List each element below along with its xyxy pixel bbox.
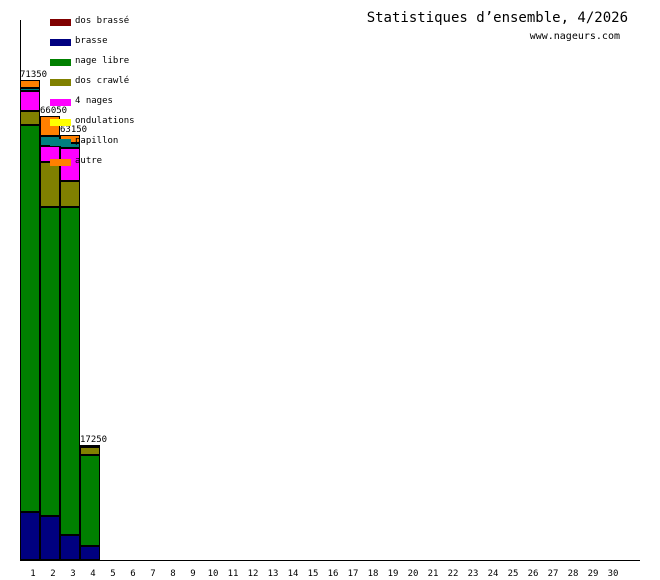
x-tick-label: 10 bbox=[207, 569, 219, 579]
chart-subtitle: www.nageurs.com bbox=[529, 31, 620, 42]
x-tick-label: 17 bbox=[347, 569, 359, 579]
x-tick-label: 27 bbox=[547, 569, 559, 579]
legend-label: nage libre bbox=[75, 56, 130, 66]
bar-segment bbox=[20, 80, 40, 88]
x-tick-label: 6 bbox=[130, 569, 136, 579]
x-tick-label: 7 bbox=[150, 569, 156, 579]
bar-segment bbox=[80, 445, 100, 447]
x-tick-label: 23 bbox=[467, 569, 479, 579]
legend-label: ondulations bbox=[75, 116, 135, 126]
legend-swatch bbox=[50, 139, 71, 146]
x-tick-label: 15 bbox=[307, 569, 319, 579]
x-tick-label: 11 bbox=[227, 569, 239, 579]
x-tick-label: 13 bbox=[267, 569, 279, 579]
x-tick-label: 18 bbox=[367, 569, 379, 579]
x-tick-label: 29 bbox=[587, 569, 599, 579]
legend-swatch bbox=[50, 79, 71, 86]
bar-segment bbox=[20, 125, 40, 512]
x-tick-label: 22 bbox=[447, 569, 459, 579]
bar-segment bbox=[80, 546, 100, 560]
legend-label: 4 nages bbox=[75, 96, 113, 106]
bar-segment bbox=[60, 207, 80, 535]
bar-segment bbox=[40, 162, 60, 207]
legend-label: brasse bbox=[75, 36, 108, 46]
x-axis bbox=[20, 560, 640, 561]
x-tick-label: 19 bbox=[387, 569, 399, 579]
legend-label: dos brassé bbox=[75, 16, 130, 26]
x-tick-label: 20 bbox=[407, 569, 419, 579]
x-tick-label: 28 bbox=[567, 569, 579, 579]
bar-segment bbox=[20, 88, 40, 91]
x-tick-label: 12 bbox=[247, 569, 259, 579]
bar-segment bbox=[80, 447, 100, 455]
bar-segment bbox=[40, 516, 60, 560]
bar-segment bbox=[20, 111, 40, 125]
x-tick-label: 25 bbox=[507, 569, 519, 579]
bar-segment bbox=[20, 512, 40, 560]
x-tick-label: 3 bbox=[70, 569, 76, 579]
bar-segment bbox=[80, 455, 100, 546]
bar-segment bbox=[20, 91, 40, 111]
chart-title: Statistiques d’ensemble, 4/2026 bbox=[366, 10, 628, 26]
legend-swatch bbox=[50, 159, 71, 166]
legend-label: papillon bbox=[75, 136, 119, 146]
x-tick-label: 4 bbox=[90, 569, 96, 579]
bar-total-label: 66050 bbox=[40, 106, 68, 116]
legend-swatch bbox=[50, 99, 71, 106]
x-tick-label: 30 bbox=[607, 569, 619, 579]
x-tick-label: 14 bbox=[287, 569, 299, 579]
legend-swatch bbox=[50, 19, 71, 26]
x-tick-label: 16 bbox=[327, 569, 339, 579]
bar-segment bbox=[40, 207, 60, 516]
x-tick-label: 8 bbox=[170, 569, 176, 579]
x-tick-label: 5 bbox=[110, 569, 116, 579]
x-tick-label: 26 bbox=[527, 569, 539, 579]
bar-segment bbox=[60, 535, 80, 560]
legend-swatch bbox=[50, 119, 71, 126]
bar-segment bbox=[60, 181, 80, 207]
legend-label: dos crawlé bbox=[75, 76, 130, 86]
y-axis bbox=[20, 20, 21, 560]
bar-total-label: 71350 bbox=[20, 70, 48, 80]
legend-swatch bbox=[50, 39, 71, 46]
x-tick-label: 9 bbox=[190, 569, 196, 579]
bar-total-label: 17250 bbox=[80, 435, 108, 445]
x-tick-label: 2 bbox=[50, 569, 56, 579]
bar-total-label: 63150 bbox=[60, 125, 88, 135]
legend-swatch bbox=[50, 59, 71, 66]
x-tick-label: 21 bbox=[427, 569, 439, 579]
x-tick-label: 24 bbox=[487, 569, 499, 579]
legend-label: autre bbox=[75, 156, 103, 166]
x-tick-label: 1 bbox=[30, 569, 36, 579]
